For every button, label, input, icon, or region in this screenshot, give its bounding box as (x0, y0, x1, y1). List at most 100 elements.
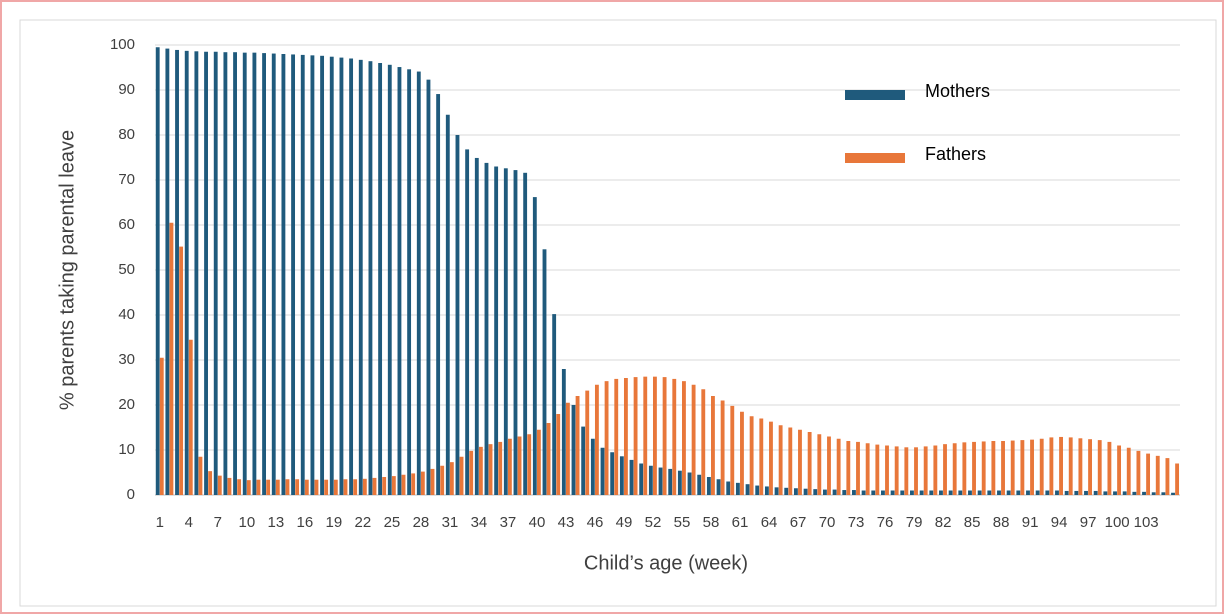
legend-label: Mothers (925, 81, 990, 101)
bar (610, 452, 615, 495)
bar (204, 51, 208, 495)
bar (914, 447, 918, 495)
bar (449, 462, 454, 495)
bar (494, 166, 499, 495)
bar (165, 48, 170, 495)
x-tick-label: 28 (413, 514, 430, 531)
bar (890, 490, 895, 495)
bar (919, 490, 924, 495)
bar (735, 482, 740, 495)
x-tick-label: 70 (819, 514, 836, 531)
bar (856, 441, 860, 495)
bar (407, 69, 412, 496)
bar (939, 490, 943, 495)
bar (459, 456, 464, 495)
bar (1088, 439, 1092, 495)
bar (503, 168, 508, 496)
bar (658, 467, 663, 495)
x-tick-label: 16 (297, 514, 314, 531)
x-tick-label: 13 (268, 514, 285, 531)
x-tick-label: 79 (906, 514, 923, 531)
bar (1107, 441, 1112, 495)
x-tick-label: 1 (156, 514, 164, 531)
bar (208, 471, 213, 495)
bar (842, 490, 847, 495)
bar (155, 47, 160, 495)
bar (793, 488, 798, 495)
x-tick-label: 103 (1134, 514, 1159, 531)
bar (571, 405, 576, 495)
x-tick-label: 76 (877, 514, 894, 531)
bar (706, 477, 711, 495)
bar (256, 479, 261, 495)
bar (697, 474, 702, 495)
x-tick-label: 94 (1051, 514, 1068, 531)
bar (923, 446, 928, 495)
bar (900, 490, 905, 495)
bar (711, 396, 715, 495)
bar (1155, 455, 1160, 495)
bar (188, 339, 193, 495)
bar (484, 162, 489, 495)
bar (1055, 490, 1059, 495)
x-tick-label: 37 (500, 514, 517, 531)
bar (169, 222, 174, 495)
x-tick-label: 46 (587, 514, 604, 531)
bar (362, 478, 367, 495)
bar (159, 357, 164, 495)
x-tick-label: 73 (848, 514, 865, 531)
bar (329, 56, 334, 495)
bar (1030, 439, 1034, 495)
bar (339, 57, 344, 495)
x-axis-title: Child’s age (week) (584, 552, 748, 574)
bar (668, 468, 673, 495)
x-tick-label: 40 (529, 514, 546, 531)
x-tick-label: 22 (355, 514, 372, 531)
bar (1146, 453, 1151, 495)
x-tick-label: 25 (384, 514, 401, 531)
bar (600, 447, 605, 495)
bar (455, 135, 460, 495)
bar (561, 369, 566, 495)
y-tick-label: 80 (118, 126, 135, 143)
x-tick-label: 91 (1022, 514, 1039, 531)
bar (1113, 491, 1117, 495)
bar (223, 52, 228, 495)
bar (875, 444, 880, 495)
bar (252, 52, 257, 496)
bar (542, 249, 547, 495)
legend-swatch (845, 90, 905, 100)
bar (861, 490, 866, 495)
bar (546, 423, 551, 495)
x-tick-label: 34 (471, 514, 488, 531)
bar (846, 441, 851, 495)
bar (320, 55, 325, 496)
bar (997, 490, 1001, 495)
bar (807, 432, 812, 495)
legend-swatch (845, 153, 905, 163)
bar (271, 53, 276, 496)
bar (962, 442, 967, 495)
bar (1039, 438, 1044, 495)
bar (1001, 441, 1005, 495)
bar (291, 54, 296, 495)
bar (478, 446, 483, 495)
bar (378, 63, 383, 495)
bar (527, 434, 532, 495)
bar (648, 465, 653, 495)
bar (1049, 437, 1054, 495)
bar (333, 479, 338, 495)
bar (1165, 458, 1170, 495)
bar (266, 479, 271, 495)
bar (565, 402, 570, 495)
bar (852, 490, 856, 495)
bar (1175, 463, 1180, 495)
x-tick-label: 64 (761, 514, 778, 531)
y-tick-label: 0 (127, 486, 135, 503)
bar (295, 479, 300, 495)
bar (416, 71, 421, 496)
y-tick-label: 20 (118, 396, 135, 413)
bar (977, 490, 982, 495)
bar (575, 396, 580, 495)
